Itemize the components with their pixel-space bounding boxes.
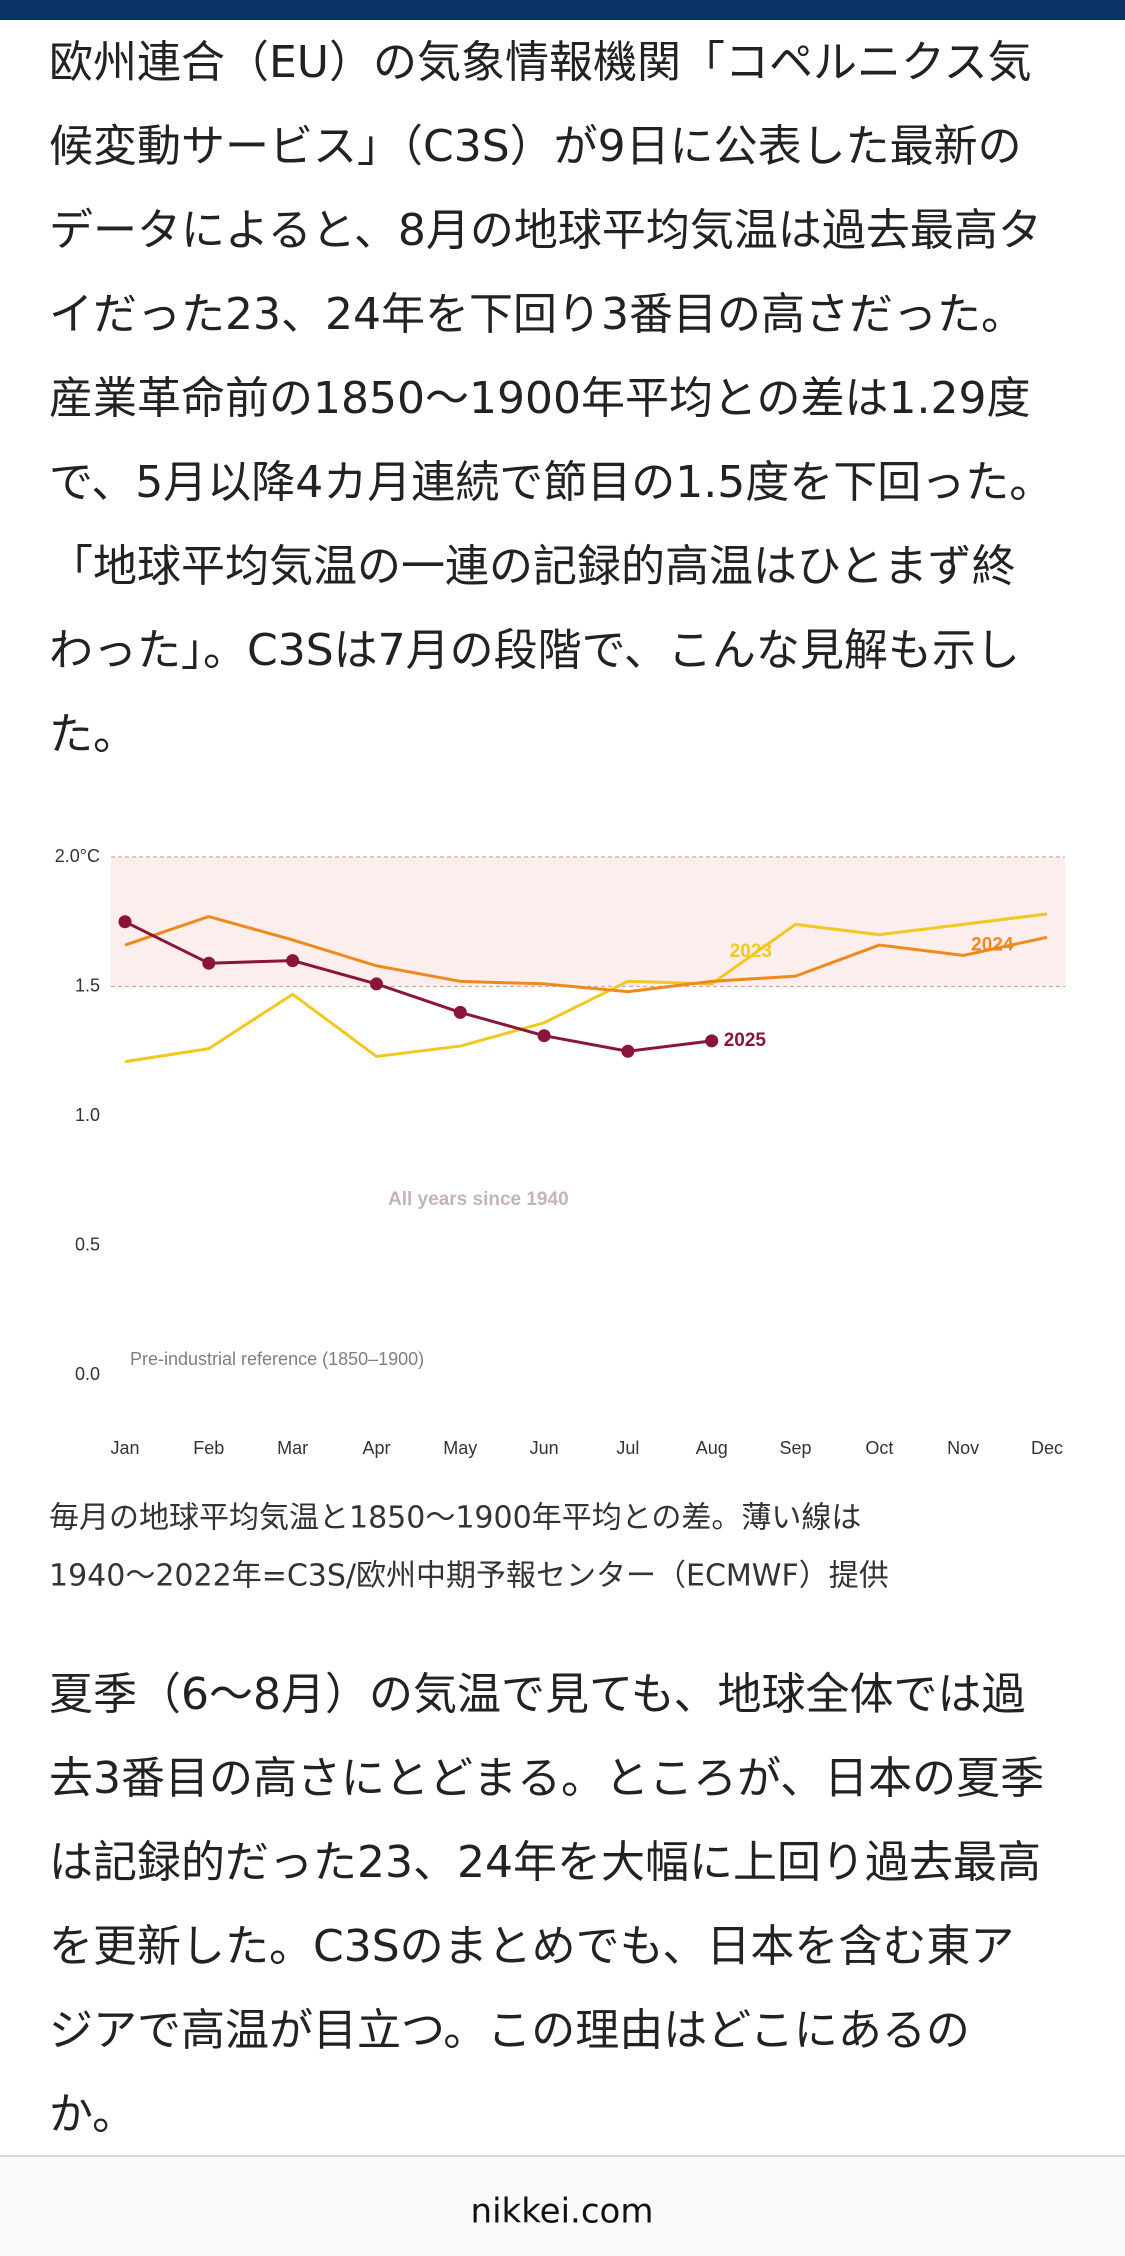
point [202,956,216,970]
y-tick-label: 0.0 [75,1364,100,1384]
series-label: 2025 [724,1030,767,1051]
point [369,977,383,991]
paragraph-line: 産業革命前の1850〜1900年平均との差は1.29度 [49,373,1030,424]
x-tick-label: Nov [947,1438,979,1458]
point [118,915,132,929]
footer-site[interactable]: nikkei.com [471,2192,654,2232]
x-tick-label: Aug [696,1438,728,1458]
x-tick-label: Jan [110,1438,139,1458]
point [453,1005,467,1019]
point [286,954,300,968]
x-tick-label: May [443,1438,477,1458]
series-line [124,920,712,1053]
point [537,1029,551,1043]
series-line [124,912,1048,1064]
y-tick-label: 1.5 [75,975,100,995]
y-tick-label: 1.0 [75,1105,100,1125]
x-tick-label: Mar [277,1438,308,1458]
series-label: 2023 [730,941,772,962]
paragraph-line: わった」。C3Sは7月の段階で、こんな見解も示し [49,625,1020,676]
y-tick-label: 2.0°C [55,846,100,866]
caption-line: 1940〜2022年=C3S/欧州中期予報センター（ECMWF）提供 [49,1559,889,1594]
paragraph-line: は記録的だった23、24年を大幅に上回り過去最高 [49,1837,1041,1888]
paragraph-line: 候変動サービス」（C3S）が9日に公表した最新の [49,121,1022,172]
paragraph-line: イだった23、24年を下回り3番目の高さだった。 [49,289,1025,340]
x-tick-label: Feb [193,1438,224,1458]
x-tick-label: Dec [1031,1438,1063,1458]
point [705,1034,719,1048]
annotation: Pre-industrial reference (1850–1900) [130,1349,424,1369]
paragraph-line: 欧州連合（EU）の気象情報機関「コペルニクス気 [49,37,1032,88]
paragraph-line: ジアで高温が目立つ。この理由はどこにあるの [49,2005,970,2056]
x-tick-label: Apr [362,1438,390,1458]
paragraph-line: 去3番目の高さにとどまる。ところが、日本の夏季 [49,1753,1044,1804]
footer-bar [0,2157,1125,2256]
x-tick-label: Oct [865,1438,893,1458]
point [621,1044,635,1058]
x-tick-label: Jul [616,1438,639,1458]
series-label: 2024 [971,934,1014,955]
x-tick-label: Sep [780,1438,812,1458]
x-tick-label: Jun [530,1438,559,1458]
paragraph-line: か。 [49,2089,136,2140]
annotation: All years since 1940 [388,1189,569,1210]
caption-line: 毎月の地球平均気温と1850〜1900年平均との差。薄い線は [49,1501,861,1536]
paragraph-line: データによると、8月の地球平均気温は過去最高タ [49,205,1042,256]
top-bar [0,0,1125,20]
y-tick-label: 0.5 [75,1234,100,1254]
paragraph-line: 「地球平均気温の一連の記録的高温はひとまず終 [49,541,1016,592]
paragraph-line: た。 [49,709,137,760]
series-line [124,915,1048,994]
paragraph-line: 夏季（6〜8月）の気温で見ても、地球全体では過 [49,1669,1025,1720]
paragraph-line: で、5月以降4カ月連続で節目の1.5度を下回った。 [49,457,1053,508]
paragraph-line: を更新した。C3Sのまとめでも、日本を含む東ア [49,1921,1014,1972]
highlight-band [111,857,1065,987]
